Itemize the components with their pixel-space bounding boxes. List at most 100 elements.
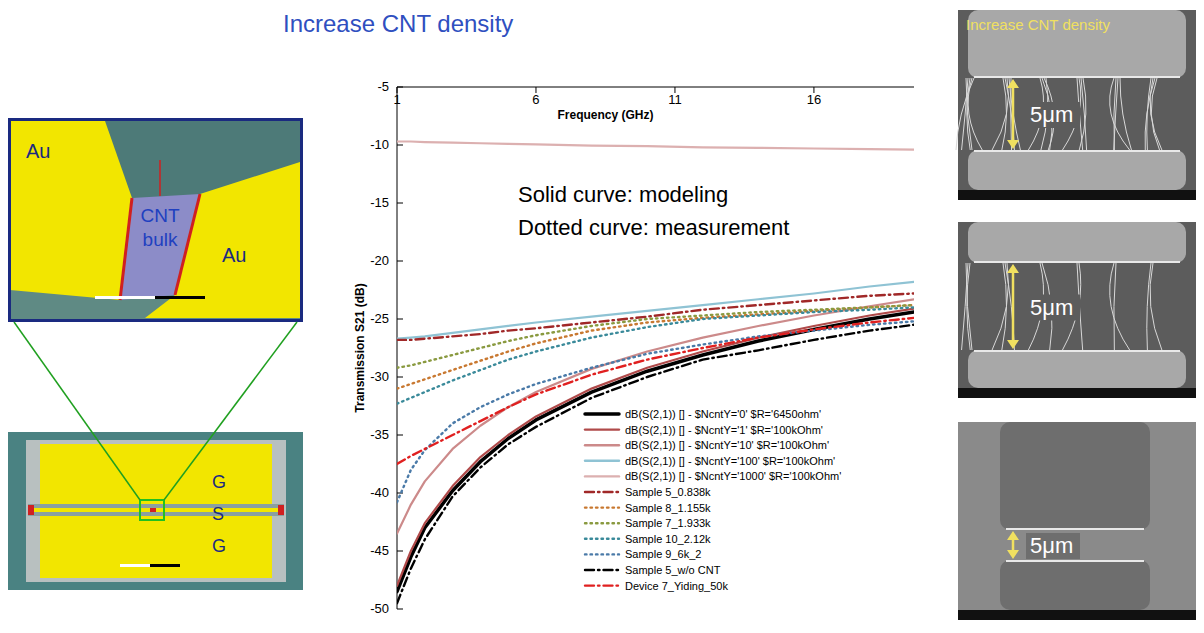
cnt-fiber [1114,78,1118,150]
legend-label: Sample 9_6k_2 [625,548,701,560]
series-line [397,142,914,150]
legend-swatch [585,569,619,571]
y-tick [397,203,403,204]
scale-label: 5μm [1030,102,1073,127]
scale-bar [150,564,180,567]
y-axis-title: Transmission S21 (dB) [353,283,367,412]
port [278,505,284,515]
label-patch [1026,533,1080,559]
edge-highlight [974,76,1180,78]
scale-bar [155,296,205,299]
cnt-fiber [1002,78,1007,150]
series-group [397,142,914,604]
legend-label: dB(S(2,1)) [] - $NcntY='1000' $R='100kOh… [625,470,841,482]
cnt-fiber [1114,263,1116,350]
scale-bar [120,564,150,567]
layout-view: GSG [8,322,303,590]
model-frame [10,120,302,321]
legend-swatch [585,506,619,508]
cnt-fiber [968,78,982,150]
contact-edge [120,198,132,300]
x-axis-title: Frequency (GHz) [557,108,653,122]
cnt-fiber [1151,78,1159,150]
x-tick-label: 16 [807,92,821,107]
cnt-label: CNT bulk [140,205,179,250]
scale-label: 5μm [1030,295,1073,320]
legend-label: dB(S(2,1)) [] - $NcntY='1' $R='100kOhm' [625,424,823,436]
legend-label: Sample 8_1.155k [625,502,711,514]
legend-label: dB(S(2,1)) [] - $NcntY='10' $R='100kOhm' [625,439,829,451]
legend-swatch [585,475,619,477]
sem-footer [958,190,1196,200]
chart: 161116-50-45-40-35-30-25-20-15-10-5Frequ… [353,79,914,616]
arrow-head [1007,79,1019,88]
series-line [397,318,914,464]
port-strips [26,440,286,582]
sem-footer [958,610,1196,620]
y-tick-label: -10 [370,137,389,152]
cnt-label-line: CNT [140,205,179,226]
cnt-fiber [1009,78,1020,150]
scale-label: 5μm [1030,533,1073,558]
edge-highlight [974,350,1180,352]
series-line [397,293,914,339]
sem-bg [958,222,1196,398]
y-tick-label: -20 [370,253,389,268]
legend-swatch [585,460,619,462]
cnt-label-line: bulk [143,229,178,250]
sem-footer [958,388,1196,398]
sem-bg [958,422,1196,620]
layout-bg [8,432,303,590]
x-tick-label: 1 [393,92,400,107]
layout-label: G [212,536,226,556]
x-tick-label: 11 [668,92,682,107]
y-tick-label: -50 [370,601,389,616]
legend: dB(S(2,1)) [] - $NcntY='0' $R='6450ohm' d… [585,408,841,592]
cnt-fiber [1150,263,1162,350]
arrow-head [1007,531,1019,540]
signal-gap [28,504,284,516]
cnt-fiber [1110,78,1130,150]
port [28,505,34,515]
legend-label: dB(S(2,1)) [] - $NcntY='0' $R='6450ohm' [625,408,821,420]
edge-highlight [974,261,1180,263]
au-left [10,121,132,300]
legend-label: Sample 10_2.12k [625,533,711,545]
cnt-fiber [1002,263,1007,350]
label-patch [1026,102,1080,128]
layout-label: G [212,472,226,492]
scale-arrow [1012,538,1015,552]
cnt-bulk [120,194,200,300]
y-tick [397,435,403,436]
legend-swatch [585,538,619,540]
cnt-site [150,508,156,512]
edge-highlight [1006,560,1144,562]
scale-arrow [1012,86,1015,142]
series-line [397,305,914,389]
y-tick-label: -30 [370,369,389,384]
cnt-fiber [1120,78,1131,150]
electrode [1000,422,1150,530]
y-tick [397,609,403,610]
y-tick [397,87,403,88]
signal-line [28,508,284,512]
cnt-fiber [992,78,1008,150]
zoom-box [140,500,164,520]
legend-swatch [585,522,619,524]
scale-bar [95,296,155,299]
sem-bg [958,10,1196,200]
edge-highlight [974,150,1180,152]
sem-panel: 5μm [956,10,1196,200]
y-tick-label: -15 [370,195,389,210]
cnt-fiber [956,78,974,150]
label-patch [1026,295,1080,321]
legend-swatch [585,491,619,493]
series-line [397,307,914,403]
zoom-line [164,322,297,500]
annotation: Solid curve: modeling [518,182,728,207]
y-tick [397,261,403,262]
legend-label: Sample 5_0.838k [625,486,711,498]
sem-panel: 5μm [958,222,1196,398]
cnt-fiber [967,263,970,350]
legend-swatch [585,412,619,416]
